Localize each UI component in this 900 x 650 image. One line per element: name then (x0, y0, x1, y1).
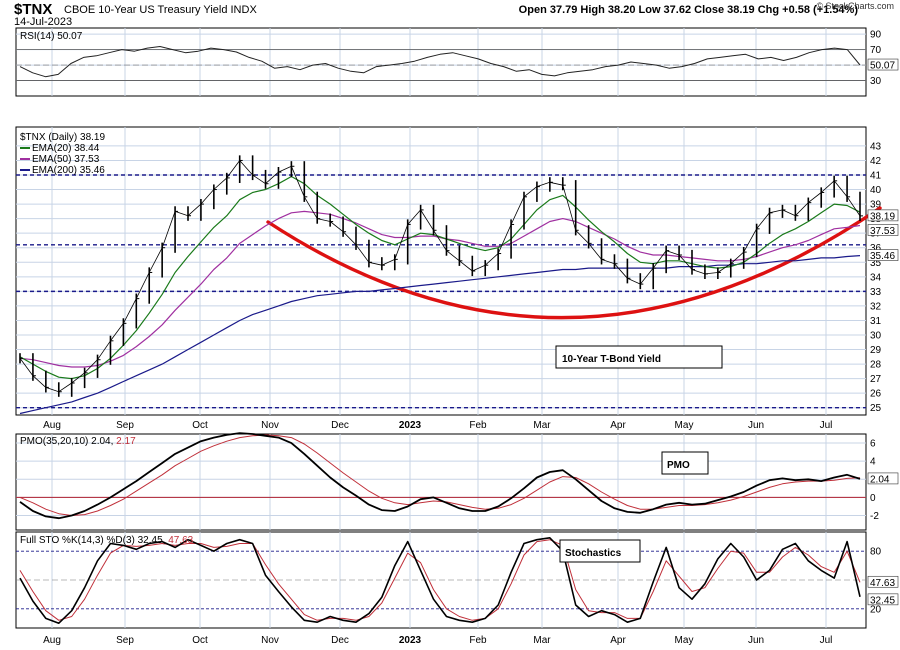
price-panel (15, 126, 867, 416)
ema200-last-tag-text: 35.46 (870, 251, 895, 262)
legend-entry-1: EMA(50) 37.53 (32, 154, 100, 165)
price-ytick-18: 25 (870, 403, 882, 414)
sto-k-last-tag-text: 32.45 (870, 595, 895, 606)
price-ytick-9: 34 (870, 272, 882, 283)
annotation-text: 10-Year T-Bond Yield (562, 354, 661, 365)
price-xtick-6: Feb (469, 420, 487, 431)
price-ytick-13: 30 (870, 331, 882, 342)
annotation-box (555, 345, 723, 369)
price-last-tag-text: 38.19 (870, 211, 895, 222)
sto-xtick-7: Mar (533, 635, 551, 646)
sto-xtick-10: Jun (748, 635, 764, 646)
sto-k-line (19, 536, 861, 625)
price-ytick-0: 43 (870, 141, 882, 152)
sto-ytick-1: 20 (870, 604, 882, 615)
sto-xtick-6: Feb (469, 635, 487, 646)
sto-annotation-text: Stochastics (565, 548, 622, 559)
price-xtick-11: Jul (820, 420, 833, 431)
sto-d-line (19, 539, 861, 621)
ema20-line (19, 175, 861, 380)
price-last-tag-box (867, 209, 899, 222)
ema50-line (19, 210, 861, 368)
price-xtick-4: Dec (331, 420, 349, 431)
price-xtick-1: Sep (116, 420, 134, 431)
price-xtick-3: Nov (261, 420, 279, 431)
ohlc-summary: Open 37.79 High 38.20 Low 37.62 Close 38… (518, 4, 858, 16)
ema50-last-tag-box (867, 224, 899, 236)
sto-xtick-8: Apr (610, 635, 626, 646)
pmo-line (19, 432, 861, 520)
stockcharts-credit: © StockCharts.com (816, 1, 894, 11)
rsi-last-tag-box (867, 58, 899, 71)
rsi-ytick-0: 90 (870, 30, 882, 41)
price-ytick-8: 35 (870, 258, 882, 269)
price-ytick-12: 31 (870, 316, 882, 327)
price-xtick-2: Oct (192, 420, 208, 431)
ema200-line (19, 255, 861, 415)
price-xtick-7: Mar (533, 420, 551, 431)
legend-entry-0: EMA(20) 38.44 (32, 143, 100, 154)
price-ytick-10: 33 (870, 287, 882, 298)
rsi-ytick-1: 70 (870, 45, 882, 56)
price-xtick-5: 2023 (399, 420, 422, 431)
pmo-ytick-0: 6 (870, 439, 876, 450)
rsi-line (19, 46, 861, 78)
legend-entry-2: EMA(200) 35.46 (32, 165, 105, 176)
sto-title: Full STO %K(14,3) %D(3) 32.45, 47.63 (20, 535, 194, 546)
price-xtick-0: Aug (43, 420, 61, 431)
ema200-last-tag-box (867, 249, 899, 261)
price-ytick-4: 39 (870, 200, 882, 211)
pmo-ytick-3: 0 (870, 493, 876, 504)
price-line (19, 160, 861, 393)
sto-title-signal: 47.63 (168, 535, 193, 546)
price-xtick-8: Apr (610, 420, 626, 431)
pmo-title-signal: 2.17 (116, 436, 136, 447)
rsi-panel (15, 27, 867, 97)
price-xtick-10: Jun (748, 420, 764, 431)
pmo-signal-line (19, 434, 861, 516)
rounding-bottom-arc (266, 206, 882, 320)
price-ytick-7: 36 (870, 243, 882, 254)
price-ytick-16: 27 (870, 374, 882, 385)
rsi-title: RSI(14) 50.07 (20, 31, 83, 42)
sto-ytick-0: 80 (870, 547, 882, 558)
price-ytick-3: 40 (870, 185, 882, 196)
pmo-last-tag-text: 2.04 (870, 474, 890, 485)
pmo-last-tag-box (867, 472, 899, 485)
sto-xtick-5: 2023 (399, 635, 422, 646)
pmo-panel (15, 433, 867, 531)
price-title: $TNX (Daily) 38.19 (20, 132, 105, 143)
pmo-annotation-box (661, 451, 709, 475)
sto-xtick-1: Sep (116, 635, 134, 646)
sto-xtick-0: Aug (43, 635, 61, 646)
ema50-last-tag-text: 37.53 (870, 226, 895, 237)
sto-xtick-11: Jul (820, 635, 833, 646)
sto-xtick-4: Dec (331, 635, 349, 646)
sto-xtick-2: Oct (192, 635, 208, 646)
ticker-description: CBOE 10-Year US Treasury Yield INDX (64, 4, 257, 16)
sto-k-last-tag-box (867, 593, 899, 606)
rsi-ytick-3: 30 (870, 76, 882, 87)
pmo-ytick-1: 4 (870, 457, 876, 468)
price-ytick-14: 29 (870, 345, 882, 356)
price-ytick-15: 28 (870, 360, 882, 371)
sto-d-last-tag-text: 47.63 (870, 578, 895, 589)
sto-xtick-3: Nov (261, 635, 279, 646)
price-ytick-1: 42 (870, 156, 882, 167)
sto-d-last-tag-box (867, 575, 899, 588)
price-ytick-17: 26 (870, 389, 882, 400)
sto-annotation-box (559, 539, 641, 563)
pmo-annotation-text: PMO (667, 460, 690, 471)
ticker-symbol: $TNX (14, 1, 53, 18)
price-xtick-9: May (675, 420, 694, 431)
pmo-title: PMO(35,20,10) 2.04, 2.17 (20, 436, 136, 447)
price-ytick-2: 41 (870, 171, 882, 182)
rsi-last-tag-text: 50.07 (870, 61, 895, 72)
sto-xtick-9: May (675, 635, 694, 646)
price-ytick-11: 32 (870, 301, 882, 312)
pmo-ytick-4: -2 (870, 511, 879, 522)
chart-date: 14-Jul-2023 (14, 16, 73, 28)
